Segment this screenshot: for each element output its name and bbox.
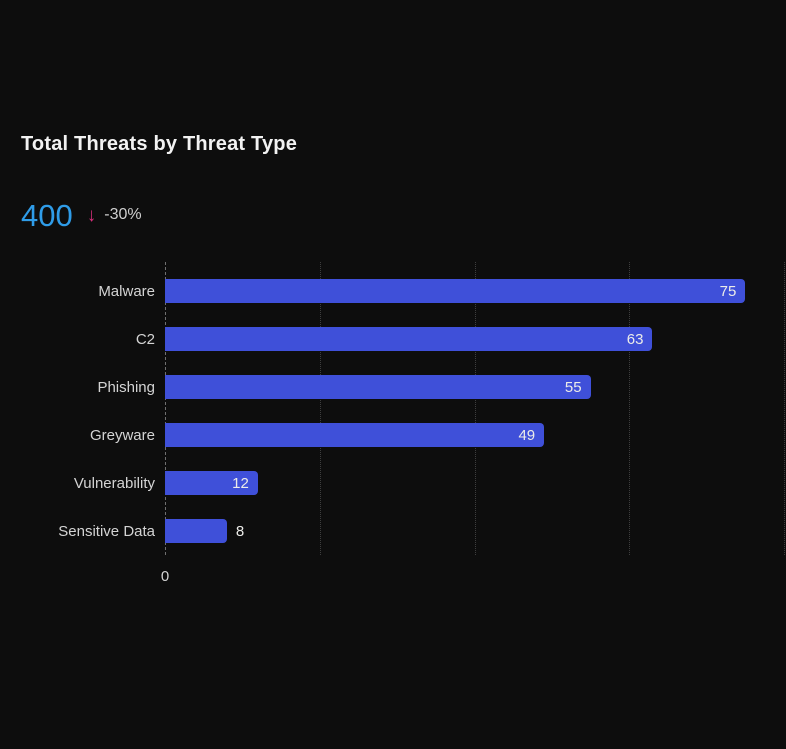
bar-malware[interactable]: 75 bbox=[165, 279, 746, 303]
metric-row: 400 ↓ -30% bbox=[21, 198, 142, 232]
bar-vulnerability[interactable]: 12 bbox=[165, 471, 258, 495]
bar-track-vulnerability: 12 bbox=[165, 471, 784, 495]
bar-phishing[interactable]: 55 bbox=[165, 375, 591, 399]
bar-track-phishing: 55 bbox=[165, 375, 784, 399]
category-label-sensitive-data: Sensitive Data bbox=[58, 522, 155, 540]
chart-grid bbox=[165, 262, 785, 555]
gridline-80 bbox=[784, 262, 785, 555]
category-label-greyware: Greyware bbox=[89, 426, 155, 444]
gridline-20 bbox=[319, 262, 321, 555]
bar-track-greyware: 49 bbox=[165, 423, 784, 447]
chart-row-malware: Malware 75 bbox=[20, 267, 784, 315]
bar-track-sensitive-data: 8 bbox=[165, 519, 784, 543]
chart-row-phishing: Phishing 55 bbox=[20, 363, 784, 411]
chart-title: Total Threats by Threat Type bbox=[21, 133, 298, 155]
category-label-c2: C2 bbox=[135, 330, 155, 348]
bar-value-label-malware: 75 bbox=[719, 282, 737, 300]
trend-down-arrow-icon: ↓ bbox=[86, 204, 97, 226]
bar-value-label-greyware: 49 bbox=[518, 426, 536, 444]
chart-row-sensitive-data: Sensitive Data 8 bbox=[20, 507, 784, 555]
bar-greyware[interactable]: 49 bbox=[165, 423, 545, 447]
gridline-40 bbox=[474, 262, 476, 555]
bar-value-label-vulnerability: 12 bbox=[232, 474, 249, 492]
bar-value-label-phishing: 55 bbox=[564, 378, 582, 396]
category-label-malware: Malware bbox=[98, 282, 155, 300]
chart-row-vulnerability: Vulnerability 12 bbox=[20, 459, 784, 507]
category-label-phishing: Phishing bbox=[97, 378, 155, 396]
bar-track-c2: 63 bbox=[165, 327, 784, 351]
trend-percentage: -30% bbox=[104, 206, 142, 223]
bar-value-label-sensitive-data: 8 bbox=[235, 522, 245, 540]
bar-c2[interactable]: 63 bbox=[165, 327, 653, 351]
chart-row-greyware: Greyware 49 bbox=[20, 411, 784, 459]
chart-rows: Malware 75 C2 63 Phishing 55 Greyware 49 Vulnera… bbox=[20, 267, 784, 555]
bar-track-malware: 75 bbox=[165, 279, 784, 303]
bar-value-label-c2: 63 bbox=[626, 330, 644, 348]
bar-sensitive-data[interactable] bbox=[165, 519, 227, 543]
metric-total-value: 400 bbox=[21, 197, 73, 233]
horizontal-bar-chart: Malware 75 C2 63 Phishing 55 Greyware 49 Vulnera… bbox=[20, 262, 785, 585]
y-axis-line bbox=[165, 262, 166, 555]
category-label-vulnerability: Vulnerability bbox=[73, 474, 155, 492]
chart-row-c2: C2 63 bbox=[20, 315, 784, 363]
gridline-60 bbox=[629, 262, 631, 555]
x-axis-zero-tick-label: 0 bbox=[160, 568, 170, 585]
